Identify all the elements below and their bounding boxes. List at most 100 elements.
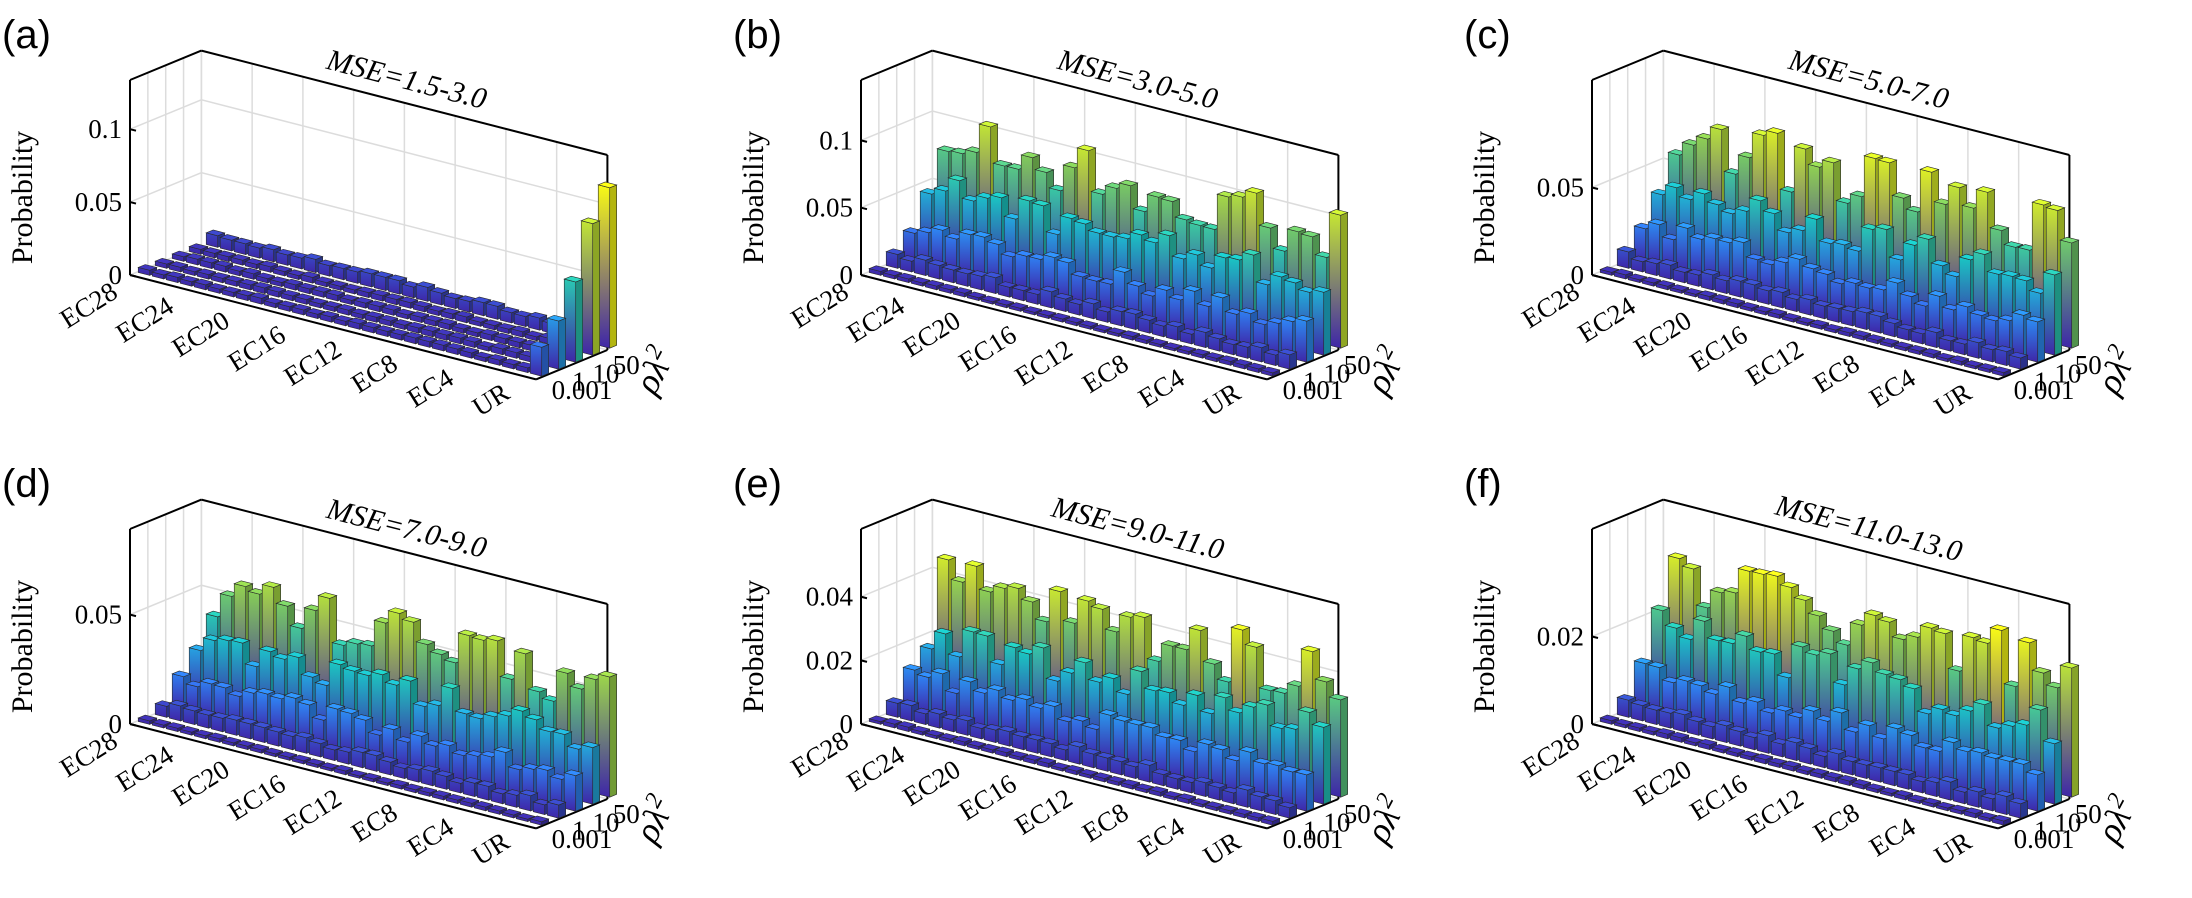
x-tick-label: UR (467, 826, 515, 871)
bar (364, 749, 385, 772)
bar (527, 311, 548, 331)
y-axis-label: Probability (1468, 580, 1501, 713)
z-tick-label: 50 (613, 350, 640, 380)
z-tick-label: 10 (1323, 358, 1350, 388)
bar (1232, 808, 1253, 819)
y-tick (860, 139, 868, 143)
chart-title: MSE=1.5-3.0 (322, 43, 490, 116)
bar (1669, 731, 1690, 743)
panel-f: (f)MSE=11.0-13.000.02ProbabilityEC28EC24… (1464, 462, 2139, 871)
panel-label: (e) (733, 462, 782, 506)
z-tick-label: 10 (2054, 358, 2081, 388)
bar (350, 308, 371, 320)
bar (305, 308, 326, 320)
panel-a: (a)MSE=1.5-3.000.050.1ProbabilityEC28EC2… (2, 13, 677, 422)
bar (454, 310, 475, 324)
bar (322, 743, 343, 762)
bar (1921, 348, 1942, 359)
y-tick-label: 0.05 (806, 193, 853, 223)
z-tick-label: 1 (572, 367, 586, 397)
bar (1176, 345, 1197, 356)
y-axis-label: Probability (737, 131, 770, 264)
z-tick-label: 50 (2075, 799, 2102, 829)
bar (1204, 801, 1225, 812)
z-tick-label: 1 (572, 816, 586, 846)
bar (1106, 775, 1127, 787)
x-tick-label: UR (1929, 377, 1977, 422)
bar (154, 257, 175, 269)
y-tick-label: 0.02 (1537, 622, 1584, 652)
panel-e: (e)MSE=9.0-11.000.020.04ProbabilityEC28E… (733, 462, 1408, 871)
bar (1938, 334, 1959, 352)
z-tick-label: 10 (592, 807, 619, 837)
panel-d: (d)MSE=7.0-9.000.05ProbabilityEC28EC24EC… (2, 462, 677, 871)
bar (1851, 779, 1872, 790)
bar (305, 758, 326, 769)
y-tick (129, 723, 137, 727)
bar (137, 264, 158, 276)
bar (924, 729, 945, 740)
z-tick-label: 10 (1323, 807, 1350, 837)
bar (1893, 341, 1914, 352)
y-axis-label: Probability (737, 580, 770, 713)
bar (2025, 315, 2046, 363)
bar (910, 725, 931, 736)
bar (381, 303, 402, 316)
y-tick-label: 0.04 (806, 582, 854, 612)
bar (367, 300, 388, 313)
z-tick-label: 1 (1303, 367, 1317, 397)
z-tick-label: 1 (1303, 816, 1317, 846)
bar (1120, 330, 1141, 341)
bar (2059, 236, 2080, 349)
bar (1148, 786, 1169, 797)
bar (1809, 319, 1830, 330)
z-tick-label: 0.001 (2014, 375, 2075, 405)
z-tick-label: 0.001 (552, 375, 613, 405)
y-tick (1591, 723, 1599, 727)
x-tick-label: EC8 (1808, 348, 1865, 399)
bar (1949, 355, 1970, 366)
bar (1658, 259, 1679, 280)
x-tick-label: UR (1198, 826, 1246, 871)
y-tick-label: 0.05 (75, 600, 122, 630)
bar (440, 307, 461, 320)
x-tick-label: EC8 (1808, 797, 1865, 848)
panel-label: (a) (2, 13, 51, 57)
bar (1070, 270, 1091, 306)
x-tick-label: UR (467, 377, 515, 422)
bar (193, 729, 214, 740)
y-tick-label: 0.05 (1537, 173, 1584, 203)
bar (1599, 714, 1620, 725)
x-tick-label: UR (1929, 826, 1977, 871)
bar (451, 322, 472, 334)
bar (1655, 280, 1676, 291)
panel-label: (b) (733, 13, 782, 57)
z-tick-label: 50 (1344, 799, 1371, 829)
x-tick-label: EC4 (1864, 362, 1921, 413)
y-tick-label: 0.1 (819, 125, 853, 155)
bar (269, 276, 290, 288)
bar (1991, 366, 2012, 377)
z-tick-label: 10 (2054, 807, 2081, 837)
bar (2042, 737, 2063, 805)
bar (137, 714, 158, 725)
bar (1613, 268, 1634, 280)
bar (580, 741, 601, 805)
bar (597, 181, 618, 349)
bar (597, 670, 618, 798)
panel-c: (c)MSE=5.0-7.000.05ProbabilityEC28EC24EC… (1464, 13, 2139, 422)
bar (314, 276, 335, 288)
bar (1865, 783, 1886, 794)
bar (980, 295, 1001, 305)
chart-title: MSE=7.0-9.0 (322, 492, 490, 565)
x-tick-label: EC8 (1077, 797, 1134, 848)
z-tick-label: 0.001 (1283, 824, 1344, 854)
y-tick-label: 0 (109, 260, 123, 290)
z-tick-label: 1 (2034, 816, 2048, 846)
bar (2042, 268, 2063, 356)
bar (1294, 768, 1315, 812)
bar (1725, 747, 1746, 758)
bar (882, 269, 903, 280)
bar (347, 769, 368, 779)
